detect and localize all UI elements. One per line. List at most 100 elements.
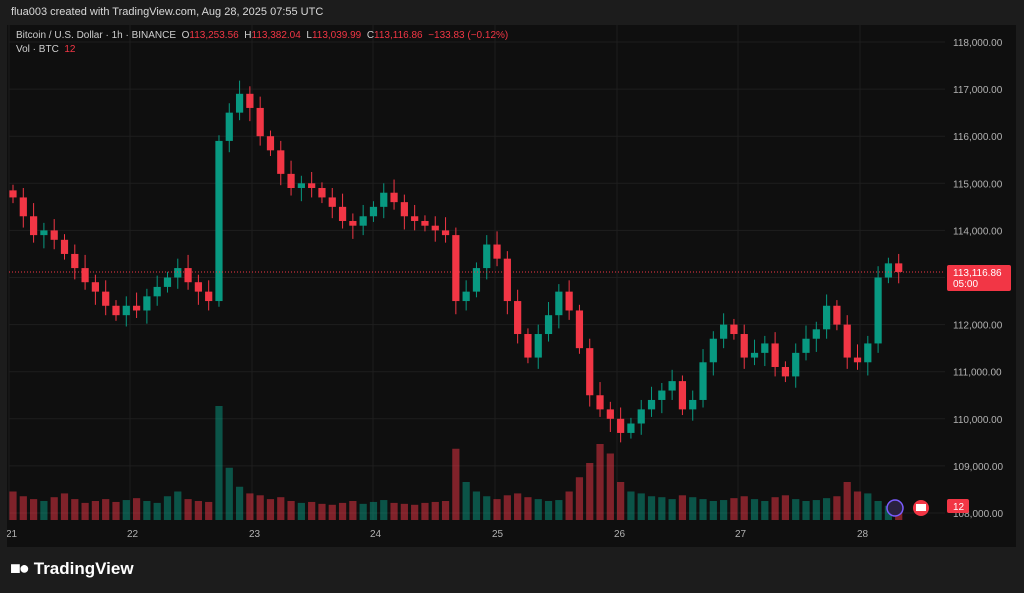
- y-tick-label: 111,000.00: [953, 368, 1002, 379]
- volume-bar: [617, 482, 625, 520]
- volume-bar: [730, 498, 738, 520]
- volume-bar: [91, 501, 99, 520]
- x-tick-label: 28: [857, 529, 869, 540]
- symbol-name: Bitcoin / U.S. Dollar · 1h · BINANCE: [16, 30, 177, 41]
- x-tick-label: 24: [370, 529, 382, 540]
- volume-bar: [555, 500, 563, 520]
- candle-body: [627, 423, 635, 433]
- volume-bar: [483, 496, 491, 520]
- candle-body: [359, 216, 367, 226]
- volume-bar: [668, 499, 676, 520]
- candle-body: [277, 150, 285, 174]
- candle-body: [565, 291, 573, 311]
- volume-bar: [184, 499, 192, 520]
- candle-body: [143, 296, 151, 311]
- volume-bar: [627, 491, 635, 520]
- candle-body: [668, 381, 676, 391]
- candle-body: [287, 173, 295, 189]
- volume-legend: Vol · BTC 12: [16, 44, 75, 55]
- candle-body: [40, 230, 48, 236]
- volume-bar: [812, 500, 820, 520]
- candle-body: [812, 329, 820, 339]
- candle-body: [493, 244, 501, 259]
- volume-bar: [833, 496, 841, 520]
- candle-body: [750, 352, 759, 358]
- candle-body: [699, 362, 707, 400]
- candle-body: [802, 338, 810, 353]
- volume-bar: [359, 503, 367, 520]
- candle-body: [740, 334, 748, 358]
- volume-bar: [761, 501, 769, 520]
- candle-body: [297, 183, 305, 189]
- volume-bar: [720, 500, 728, 520]
- candle-body: [586, 348, 594, 396]
- volume-bar: [143, 501, 151, 520]
- volume-bar: [565, 491, 573, 520]
- volume-value: 12: [64, 44, 76, 55]
- volume-bar: [153, 502, 161, 520]
- candle-body: [514, 301, 522, 335]
- x-tick-label: 23: [249, 529, 261, 540]
- candle-body: [472, 268, 481, 292]
- lightning-event-icon: [886, 499, 904, 517]
- volume-bar: [689, 497, 697, 520]
- candle-body: [884, 263, 893, 278]
- candle-body: [81, 268, 89, 283]
- candle-body: [874, 277, 882, 344]
- candle-body: [19, 197, 27, 217]
- candle-body: [596, 395, 604, 410]
- volume-bar: [637, 493, 645, 520]
- candle-body: [792, 352, 800, 377]
- candle-body: [575, 310, 584, 349]
- volume-bar: [287, 501, 295, 520]
- volume-bar: [132, 498, 141, 520]
- y-tick-label: 115,000.00: [953, 179, 1003, 190]
- y-tick-label: 109,000.00: [953, 462, 1003, 473]
- volume-bar: [40, 501, 48, 520]
- volume-bar: [792, 499, 800, 520]
- candle-body: [761, 343, 769, 353]
- low-value: 113,039.99: [311, 30, 362, 41]
- candle-body: [421, 220, 429, 226]
- volume-bar: [771, 497, 779, 520]
- candle-body: [369, 206, 378, 217]
- volume-tag: [947, 499, 969, 513]
- candle-body: [390, 192, 398, 203]
- candle-body: [452, 235, 460, 302]
- volume-tag-value: 12: [953, 502, 965, 513]
- candle-body: [483, 244, 491, 269]
- volume-bar: [256, 495, 264, 520]
- candle-body: [709, 338, 717, 363]
- flag-icon: [916, 504, 926, 511]
- volume-bar: [586, 463, 594, 520]
- y-tick-label: 112,000.00: [953, 321, 1003, 332]
- price-tag: [947, 264, 1011, 291]
- volume-bar: [174, 491, 182, 520]
- candle-body: [50, 230, 58, 240]
- candle-body: [184, 268, 192, 283]
- candle-body: [689, 399, 697, 410]
- candle-body: [338, 206, 347, 221]
- volume-bar: [349, 501, 357, 520]
- volume-bar: [81, 502, 89, 520]
- candle-body: [431, 225, 439, 231]
- chart-area[interactable]: 118,000.00 117,000.00 116,000.00 115,000.00…: [6, 25, 1016, 547]
- candle-body: [380, 192, 388, 207]
- volume-bar: [534, 499, 542, 520]
- volume-bar: [575, 477, 584, 520]
- volume-bar: [606, 453, 614, 520]
- change-value: −133.83 (−0.12%): [428, 30, 509, 41]
- candle-body: [637, 409, 645, 424]
- volume-bar: [544, 501, 553, 520]
- volume-bar: [163, 496, 172, 520]
- volume-bar: [503, 495, 511, 520]
- volume-bar: [19, 496, 27, 520]
- candlestick-chart[interactable]: 118,000.00 117,000.00 116,000.00 115,000.00…: [6, 25, 1016, 547]
- volume-bar: [9, 491, 17, 520]
- candle-body: [235, 93, 244, 113]
- close-label: C: [366, 30, 375, 41]
- volume-bar: [452, 448, 460, 520]
- tradingview-logo: ■● TradingView: [10, 558, 134, 579]
- volume-bar: [421, 502, 429, 520]
- candle-body: [524, 334, 532, 358]
